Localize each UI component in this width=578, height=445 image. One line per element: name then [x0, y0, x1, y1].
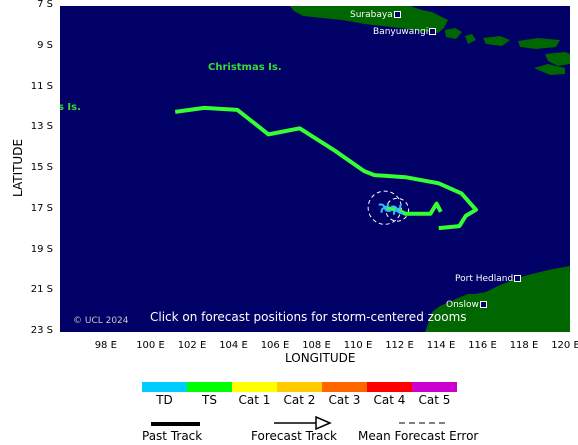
forecast-error-circle — [367, 190, 402, 225]
longitude-tick-label: 106 E — [260, 340, 290, 351]
lombok-island — [465, 34, 476, 44]
latitude-tick-label: 19 S — [30, 243, 53, 255]
longitude-tick-label: 98 E — [94, 340, 117, 351]
category-swatch — [412, 382, 457, 392]
longitude-tick-label: 110 E — [343, 340, 373, 351]
category-label: Cat 1 — [238, 393, 271, 407]
category-swatch — [232, 382, 277, 392]
place-onslow: Onslow — [446, 300, 487, 310]
latitude-tick-label: 13 S — [30, 121, 53, 133]
map-panel: Surabaya Banyuwangi Christmas Is. s Is. … — [60, 6, 570, 332]
latitude-tick-label: 11 S — [30, 80, 53, 92]
latitude-tick-label: 15 S — [30, 162, 53, 173]
sumbawa-island — [483, 36, 510, 46]
longitude-tick-label: 102 E — [177, 340, 207, 351]
australia-landmass — [425, 266, 570, 332]
label-cocos-island: s Is. — [60, 102, 81, 113]
category-labels: TD TS Cat 1 Cat 2 Cat 3 Cat 4 Cat 5 — [142, 393, 457, 407]
forecast-click-note[interactable]: Click on forecast positions for storm-ce… — [150, 310, 467, 324]
storm-position-icon[interactable] — [378, 202, 391, 213]
category-label: TD — [156, 393, 173, 407]
category-swatch — [367, 382, 412, 392]
mean-error-dash-line — [399, 422, 448, 424]
past-track-line — [151, 422, 200, 426]
mean-error-label: Mean Forecast Error — [358, 429, 479, 443]
forecast-track-arrow-icon — [274, 415, 332, 431]
longitude-tick-label: 114 E — [426, 340, 456, 351]
label-christmas-island: Christmas Is. — [208, 62, 282, 73]
longitude-tick-label: 112 E — [385, 340, 414, 351]
category-swatch — [187, 382, 232, 392]
longitude-tick-label: 116 E — [468, 340, 497, 351]
past-track-label: Past Track — [142, 429, 203, 443]
place-port-hedland: Port Hedland — [455, 274, 521, 284]
category-label: Cat 4 — [373, 393, 406, 407]
category-swatch — [322, 382, 367, 392]
category-color-bar — [142, 382, 457, 392]
latitude-tick-label: 23 S — [30, 325, 53, 336]
storm-positions[interactable] — [378, 202, 404, 215]
flores-island — [518, 38, 560, 49]
latitude-tick-label: 7 S — [37, 0, 53, 10]
forecast-track-label: Forecast Track — [251, 429, 337, 443]
longitude-tick-label: 120 E — [551, 340, 578, 351]
category-swatch — [277, 382, 322, 392]
longitude-tick-label: 104 E — [219, 340, 248, 351]
longitude-tick-label: 118 E — [509, 340, 539, 351]
place-surabaya: Surabaya — [350, 10, 401, 20]
y-axis-title: LATITUDE — [11, 138, 25, 197]
forecast-track-line — [384, 201, 443, 216]
latitude-tick-label: 9 S — [37, 39, 53, 51]
place-banyuwangi: Banyuwangi — [373, 27, 436, 37]
timor-island — [534, 64, 565, 75]
category-label: Cat 2 — [283, 393, 316, 407]
latitude-tick-label: 21 S — [30, 284, 53, 296]
land-masses — [290, 6, 570, 332]
storm-track — [174, 105, 478, 231]
copyright-text: © UCL 2024 — [73, 316, 129, 326]
past-track-line — [174, 105, 478, 231]
bali-island — [445, 28, 462, 39]
category-swatch — [142, 382, 187, 392]
category-label: Cat 3 — [328, 393, 361, 407]
category-label: Cat 5 — [418, 393, 451, 407]
x-axis-title: LONGITUDE — [285, 351, 356, 365]
storm-position-icon[interactable] — [390, 204, 404, 215]
longitude-tick-label: 100 E — [136, 340, 165, 351]
timor-fragment — [545, 52, 570, 66]
longitude-tick-label: 108 E — [302, 340, 331, 351]
category-label: TS — [202, 393, 217, 407]
latitude-tick-label: 17 S — [30, 202, 53, 214]
